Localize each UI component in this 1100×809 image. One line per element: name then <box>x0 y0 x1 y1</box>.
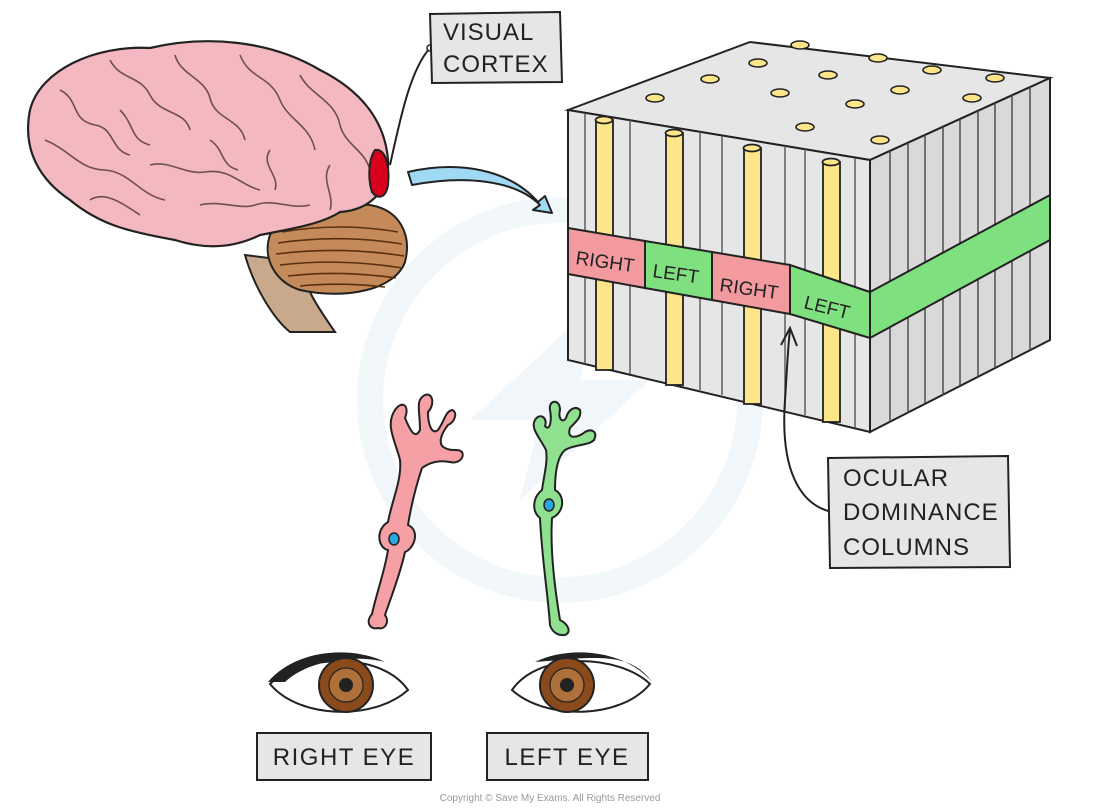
visual-cortex-line-1: VISUAL <box>443 19 534 46</box>
left-eye-illustration <box>510 652 652 713</box>
visual-cortex-spot <box>368 148 390 198</box>
visual-cortex-line-2: CORTEX <box>443 51 549 78</box>
ocular-band <box>567 226 871 340</box>
ocular-dominance-pointer <box>783 329 833 513</box>
nucleus <box>543 498 555 512</box>
column-tops <box>645 40 1005 145</box>
left-eye-label: LEFT EYE <box>505 744 630 771</box>
cortex-cube: RIGHT LEFT RIGHT LEFT <box>564 40 1054 434</box>
cerebrum <box>27 40 390 248</box>
brain-illustration <box>27 40 408 333</box>
right-eye-neuron <box>367 393 464 630</box>
band-segment-left-2 <box>789 263 871 340</box>
copyright-footer: Copyright © Save My Exams. All Rights Re… <box>440 793 661 804</box>
visual-cortex-pointer <box>389 47 431 166</box>
ocular-dominance-line-2: DOMINANCE <box>843 499 999 526</box>
right-eye-label: RIGHT EYE <box>273 744 415 771</box>
nucleus <box>388 532 400 546</box>
ocular-dominance-line-3: COLUMNS <box>843 534 970 561</box>
brain-gyri <box>44 54 371 216</box>
left-eye-neuron <box>532 400 597 637</box>
right-eye-label-box: RIGHT EYE <box>256 732 432 781</box>
left-eye-label-box: LEFT EYE <box>486 732 649 781</box>
direction-arrow <box>407 166 553 214</box>
visual-cortex-label-box: VISUAL CORTEX <box>428 10 564 85</box>
ocular-dominance-label-box: OCULAR DOMINANCE COLUMNS <box>826 454 1012 570</box>
cerebellum-folds <box>275 226 405 288</box>
right-eye-illustration <box>268 652 410 713</box>
ocular-dominance-arrowhead <box>780 325 798 347</box>
ocular-dominance-line-1: OCULAR <box>843 465 949 492</box>
